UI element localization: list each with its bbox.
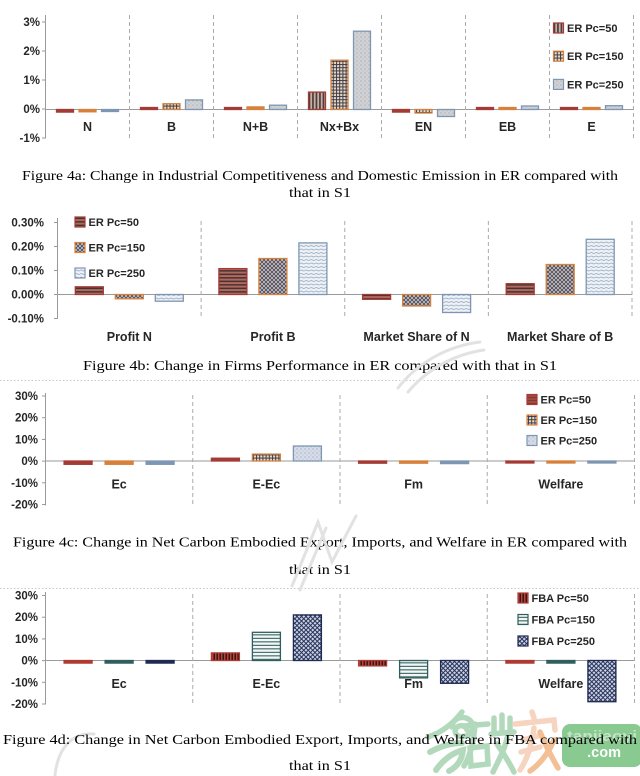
svg-text:FBA Pc=150: FBA Pc=150	[532, 615, 596, 627]
svg-text:ER Pc=250: ER Pc=250	[541, 436, 598, 448]
svg-text:E-Ec: E-Ec	[252, 677, 280, 691]
svg-text:FBA Pc=250: FBA Pc=250	[532, 636, 596, 648]
svg-text:0.20%: 0.20%	[11, 242, 44, 254]
svg-text:tanjiaoyi: tanjiaoyi	[567, 728, 637, 745]
svg-text:-20%: -20%	[11, 699, 38, 711]
svg-text:ER Pc=50: ER Pc=50	[541, 395, 591, 407]
svg-text:-10%: -10%	[11, 478, 38, 490]
svg-text:B: B	[167, 120, 176, 134]
svg-text:-10%: -10%	[11, 677, 38, 689]
svg-text:Figure 4d: Change in Net Carbo: Figure 4d: Change in Net Carbon Embodied…	[3, 733, 637, 748]
svg-text:that in S1: that in S1	[289, 563, 351, 578]
svg-text:that in S1: that in S1	[289, 186, 351, 201]
svg-text:ER Pc=50: ER Pc=50	[567, 23, 617, 35]
svg-text:E-Ec: E-Ec	[252, 478, 280, 492]
svg-text:20%: 20%	[15, 413, 38, 425]
svg-text:20%: 20%	[15, 612, 38, 624]
svg-text:Fm: Fm	[404, 677, 423, 691]
svg-text:Ec: Ec	[111, 478, 126, 492]
svg-text:-0.10%: -0.10%	[8, 314, 44, 326]
svg-text:0.30%: 0.30%	[11, 218, 44, 230]
svg-text:.com: .com	[587, 745, 621, 761]
svg-text:ER Pc=250: ER Pc=250	[567, 79, 624, 91]
svg-text:ER Pc=150: ER Pc=150	[89, 243, 146, 255]
svg-text:EN: EN	[415, 120, 432, 134]
svg-text:E: E	[587, 120, 595, 134]
svg-text:Nx+Bx: Nx+Bx	[320, 120, 359, 134]
svg-text:N+B: N+B	[243, 120, 268, 134]
svg-text:30%: 30%	[15, 591, 38, 603]
svg-text:Profit N: Profit N	[107, 330, 152, 344]
svg-text:ER Pc=250: ER Pc=250	[89, 268, 146, 280]
svg-text:Fm: Fm	[404, 478, 423, 492]
svg-text:N: N	[83, 120, 92, 134]
svg-text:that in S1: that in S1	[289, 759, 351, 774]
svg-text:0%: 0%	[21, 456, 38, 468]
svg-text:3%: 3%	[23, 17, 40, 29]
svg-text:Profit B: Profit B	[250, 330, 295, 344]
svg-text:Market Share of B: Market Share of B	[507, 330, 613, 344]
svg-text:Welfare: Welfare	[538, 677, 583, 691]
svg-text:EB: EB	[499, 120, 516, 134]
svg-text:1%: 1%	[23, 75, 40, 87]
svg-text:30%: 30%	[15, 391, 38, 403]
svg-text:Figure 4b: Change in Firms Per: Figure 4b: Change in Firms Performance i…	[83, 359, 557, 374]
svg-text:ER Pc=50: ER Pc=50	[89, 217, 139, 229]
svg-text:-1%: -1%	[20, 133, 40, 145]
svg-text:10%: 10%	[15, 634, 38, 646]
svg-text:0.10%: 0.10%	[11, 266, 44, 278]
svg-text:10%: 10%	[15, 434, 38, 446]
svg-text:Figure 4a: Change in Industria: Figure 4a: Change in Industrial Competit…	[22, 169, 618, 184]
svg-text:2%: 2%	[23, 46, 40, 58]
svg-text:ER Pc=150: ER Pc=150	[567, 51, 624, 63]
svg-text:FBA Pc=50: FBA Pc=50	[532, 593, 589, 605]
svg-text:ER Pc=150: ER Pc=150	[541, 415, 598, 427]
svg-text:Market Share of N: Market Share of N	[363, 330, 469, 344]
svg-text:-20%: -20%	[11, 500, 38, 512]
svg-text:0.00%: 0.00%	[11, 290, 44, 302]
svg-text:Ec: Ec	[111, 677, 126, 691]
svg-text:0%: 0%	[21, 656, 38, 668]
svg-text:0%: 0%	[23, 104, 40, 116]
svg-text:Welfare: Welfare	[538, 478, 583, 492]
